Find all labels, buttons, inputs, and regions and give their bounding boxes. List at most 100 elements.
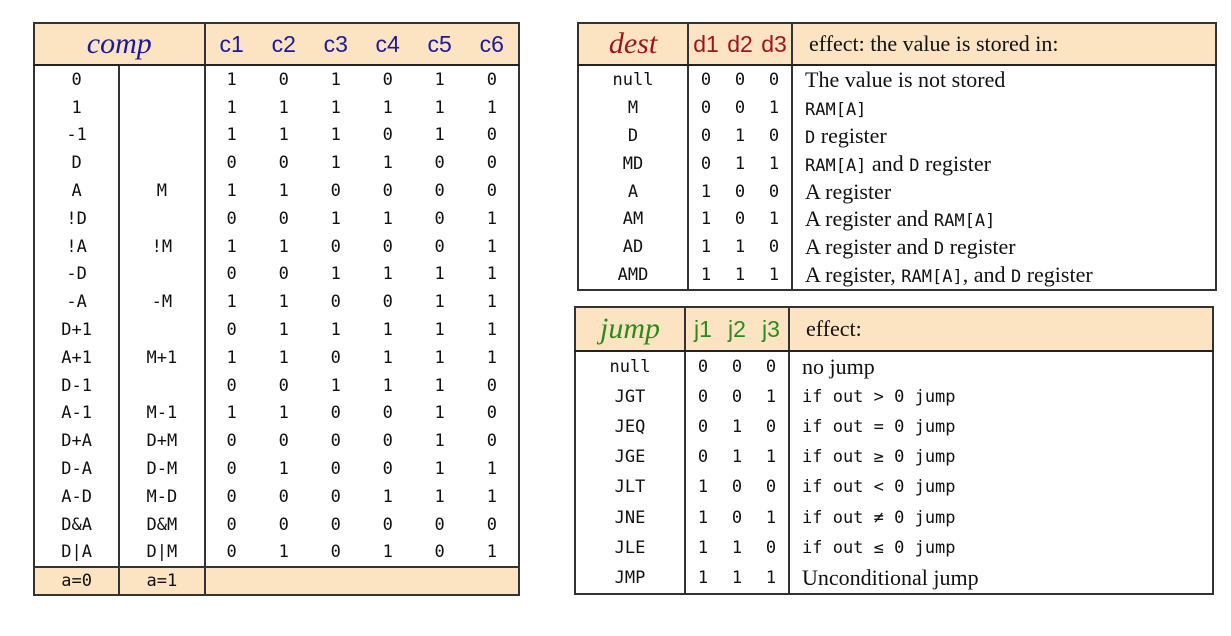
comp-bit-cell: 0 [486, 375, 497, 396]
dest-bit-cell: 0 [700, 125, 712, 146]
jump-bit-cell: 0 [754, 412, 790, 443]
jump-bit-cell: 1 [754, 382, 790, 413]
comp-bit-cell: 1 [226, 181, 237, 202]
dest-row: MD 0 1 1 RAM[A] and D register [578, 149, 1216, 178]
dest-bit-cell: 1 [757, 261, 793, 291]
dest-effect-cell: A register, RAM[A], and D register [792, 261, 1216, 290]
dest-mnemonic-cell: AM [578, 205, 689, 234]
comp-a0-cell: D-A [34, 455, 121, 483]
dest-bit-cell: 0 [734, 209, 746, 230]
comp-bit-cell: 1 [434, 347, 445, 368]
dest-effect-text: RAM[A] [933, 211, 996, 232]
jump-mnemonic-cell: JGT [575, 382, 686, 413]
comp-bit-cell: 1 [330, 125, 341, 146]
comp-bit-cell: 1 [434, 97, 445, 118]
comp-bit-cell: 0 [278, 486, 289, 507]
comp-bit-cell: 1 [382, 208, 393, 229]
jump-mnemonic-cell: JLE [575, 532, 686, 563]
jump-mnemonic-cell: null [575, 351, 686, 383]
comp-bit-cell: 0 [382, 403, 393, 424]
comp-bit-cell: 1 [226, 347, 237, 368]
dest-title: dest [578, 23, 689, 66]
comp-bit-cell: 1 [382, 347, 393, 368]
dest-effect-text: register [919, 150, 991, 176]
comp-bit-cell: 0 [330, 403, 341, 424]
dest-row: AMD 1 1 1 A register, RAM[A], and D register [578, 261, 1216, 291]
comp-bit-cell: 0 [382, 125, 393, 146]
comp-a1-cell: D+M [119, 427, 206, 456]
comp-bit-cell: 1 [226, 292, 237, 313]
jump-effect-header: effect: [789, 307, 1213, 352]
comp-a0-cell: 1 [34, 93, 121, 122]
dest-effect-text: RAM[A] [805, 155, 867, 176]
dest-bit-cell: 0 [734, 181, 746, 202]
comp-bit-cell: 0 [330, 542, 341, 563]
comp-bit-cell: 1 [486, 320, 497, 341]
comp-bit-cell: 0 [434, 236, 445, 257]
comp-a1-cell [119, 65, 206, 94]
jump-bit-cell: 0 [731, 477, 743, 498]
comp-a0-cell: A-1 [34, 399, 121, 428]
comp-bit-cell: 0 [486, 514, 497, 535]
dest-effect-cell: RAM[A] and D register [792, 150, 1216, 178]
dest-effect-cell: The value is not stored [792, 65, 1216, 94]
jump-mnemonic-cell: JMP [575, 562, 686, 594]
comp-bit-cell: 0 [434, 542, 445, 563]
comp-row: A-1 M-1 1 1 0 0 1 0 [34, 399, 519, 428]
dest-bit-cell: 1 [757, 149, 793, 178]
comp-bit-cell: 1 [486, 347, 497, 368]
dest-mnemonic-cell: AD [578, 233, 689, 262]
jump-effect-cell: no jump [802, 354, 875, 380]
comp-a0-cell: A+1 [34, 343, 121, 372]
comp-a1-cell: -M [119, 288, 206, 317]
comp-row: D-1 0 0 1 1 1 0 [34, 371, 519, 400]
comp-a1-cell [119, 316, 206, 344]
comp-row: !D 0 0 1 1 0 1 [34, 204, 519, 233]
jump-bit-cell: 1 [731, 537, 743, 558]
jump-mnemonic-cell: JNE [575, 502, 686, 533]
jump-bit-header: j1 [685, 307, 720, 352]
comp-a0-cell: D|A [34, 538, 121, 568]
comp-a0-cell: -D [34, 260, 121, 289]
comp-bit-cell: 0 [382, 514, 393, 535]
comp-bit-cell: 0 [486, 181, 497, 202]
dest-effect-text: register [1021, 262, 1093, 288]
comp-bit-cell: 0 [278, 69, 289, 90]
comp-bit-cell: 0 [226, 514, 237, 535]
comp-bit-cell: 1 [434, 375, 445, 396]
jump-bit-cell: 0 [754, 532, 790, 563]
comp-bit-cell: 0 [486, 431, 497, 452]
dest-effect-cell: A register and D register [792, 233, 1216, 261]
dest-mnemonic-cell: M [578, 93, 689, 122]
comp-bit-cell: 0 [226, 153, 237, 174]
jump-effect-cell: if out > 0 jump [802, 387, 956, 408]
jump-mnemonic-cell: JEQ [575, 412, 686, 443]
comp-bit-cell: 0 [226, 208, 237, 229]
comp-bit-cell: 0 [278, 375, 289, 396]
comp-bit-cell: 1 [486, 208, 497, 229]
comp-a1-cell: M-1 [119, 399, 206, 428]
dest-effect-text: and [866, 150, 910, 176]
comp-a0-cell: A [34, 177, 121, 205]
comp-bit-cell: 1 [434, 264, 445, 285]
comp-bit-cell: 1 [278, 292, 289, 313]
dest-bit-cell: 1 [734, 153, 746, 174]
comp-a0-cell: D+A [34, 427, 121, 456]
jump-bit-cell: 0 [697, 357, 709, 378]
comp-bit-cell: 1 [434, 69, 445, 90]
dest-effect-text: register [815, 122, 887, 148]
comp-bit-cell: 0 [434, 208, 445, 229]
jump-bit-cell: 1 [754, 562, 790, 594]
jump-bit-cell: 1 [731, 447, 743, 468]
comp-bit-cell: 1 [278, 236, 289, 257]
comp-bit-cell: 1 [486, 486, 497, 507]
comp-bit-cell: 1 [278, 403, 289, 424]
comp-bit-cell: 1 [434, 292, 445, 313]
jump-row: JMP 1 1 1 Unconditional jump [575, 562, 1213, 594]
comp-bit-cell: 1 [330, 69, 341, 90]
comp-bit-cell: 1 [486, 459, 497, 480]
comp-row: 0 1 0 1 0 1 0 [34, 65, 519, 94]
dest-bit-cell: 0 [700, 97, 712, 118]
